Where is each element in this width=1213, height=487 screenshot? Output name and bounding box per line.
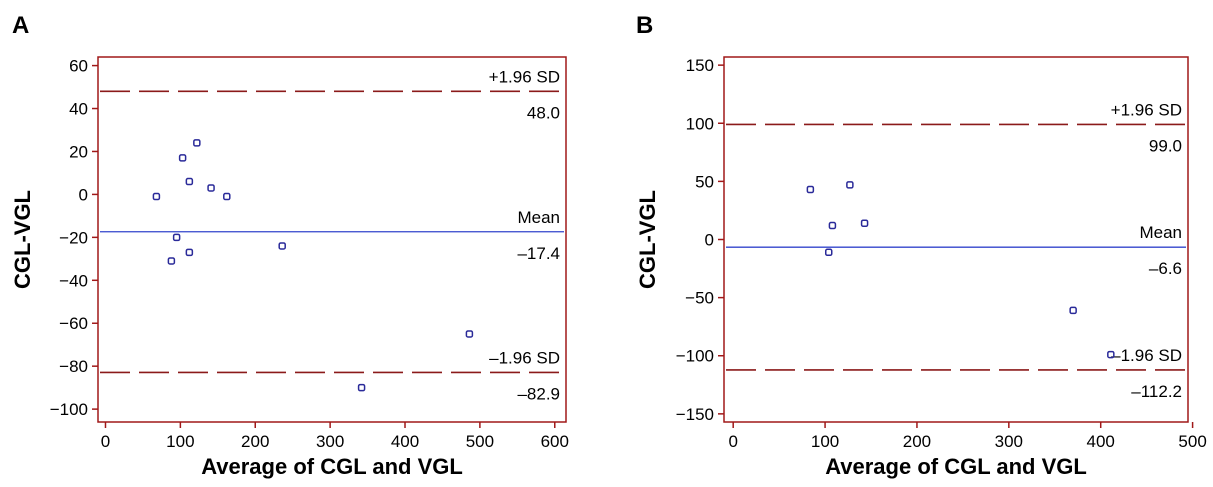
reference-line-name: –1.96 SD: [1111, 346, 1182, 365]
y-tick-label: −20: [59, 228, 88, 247]
x-axis-title: Average of CGL and VGL: [825, 454, 1087, 479]
x-tick-label: 200: [241, 432, 269, 451]
x-tick-label: 100: [166, 432, 194, 451]
x-tick-label: 0: [101, 432, 110, 451]
reference-line-value: –6.6: [1149, 259, 1182, 278]
data-point: [1069, 306, 1077, 315]
reference-line-value: 99.0: [1149, 136, 1182, 155]
data-point: [846, 181, 854, 189]
reference-line-value: –112.2: [1131, 382, 1182, 401]
reference-line-name: +1.96 SD: [1111, 100, 1182, 119]
data-point: [172, 233, 181, 242]
y-tick-label: 100: [686, 114, 714, 133]
data-point: [465, 330, 474, 338]
data-point: [193, 139, 201, 147]
data-point: [185, 177, 194, 186]
y-tick-label: 0: [705, 231, 714, 250]
plot-frame: [97, 56, 567, 423]
y-tick-label: −80: [59, 357, 88, 376]
x-tick-label: 300: [995, 432, 1023, 451]
reference-line-name: +1.96 SD: [489, 67, 560, 86]
y-tick-label: −100: [676, 347, 714, 366]
data-point: [223, 192, 231, 201]
data-point: [357, 383, 366, 392]
reference-line-value: –82.9: [517, 384, 560, 403]
y-tick-label: 50: [695, 172, 714, 191]
data-point: [167, 257, 176, 265]
y-tick-label: 60: [69, 57, 88, 76]
reference-line-name: Mean: [1139, 223, 1182, 242]
x-tick-label: 500: [466, 432, 494, 451]
data-point: [178, 154, 187, 162]
y-tick-label: −40: [59, 271, 88, 290]
x-tick-label: 200: [903, 432, 931, 451]
y-tick-label: 20: [69, 142, 88, 161]
x-tick-label: 600: [541, 432, 569, 451]
data-point: [828, 221, 837, 230]
y-axis-title: CGL-VGL: [635, 190, 660, 289]
y-tick-label: 0: [79, 185, 88, 204]
x-tick-label: 300: [316, 432, 344, 451]
panel-label: B: [636, 12, 653, 39]
data-point: [824, 248, 833, 257]
reference-line-value: –17.4: [517, 244, 560, 263]
y-axis-title: CGL-VGL: [10, 190, 35, 289]
y-tick-label: −50: [685, 289, 714, 308]
data-point: [207, 184, 215, 192]
y-tick-label: −60: [59, 314, 88, 333]
x-tick-label: 100: [811, 432, 839, 451]
y-tick-label: −150: [676, 405, 714, 424]
data-point: [278, 242, 286, 250]
x-tick-label: 500: [1178, 432, 1206, 451]
data-point: [806, 185, 815, 194]
reference-line-value: 48.0: [527, 103, 560, 122]
y-tick-label: 40: [69, 100, 88, 119]
x-tick-label: 0: [728, 432, 737, 451]
y-tick-label: 150: [686, 56, 714, 75]
data-point: [152, 192, 161, 201]
data-point: [185, 248, 194, 257]
x-axis-title: Average of CGL and VGL: [201, 454, 463, 479]
data-point: [1107, 350, 1115, 359]
x-tick-label: 400: [1087, 432, 1115, 451]
reference-line-name: Mean: [517, 208, 560, 227]
x-tick-label: 400: [391, 432, 419, 451]
reference-line-name: –1.96 SD: [489, 348, 560, 367]
y-tick-label: −100: [50, 400, 88, 419]
data-point: [860, 219, 869, 227]
panel-label: A: [12, 12, 29, 39]
